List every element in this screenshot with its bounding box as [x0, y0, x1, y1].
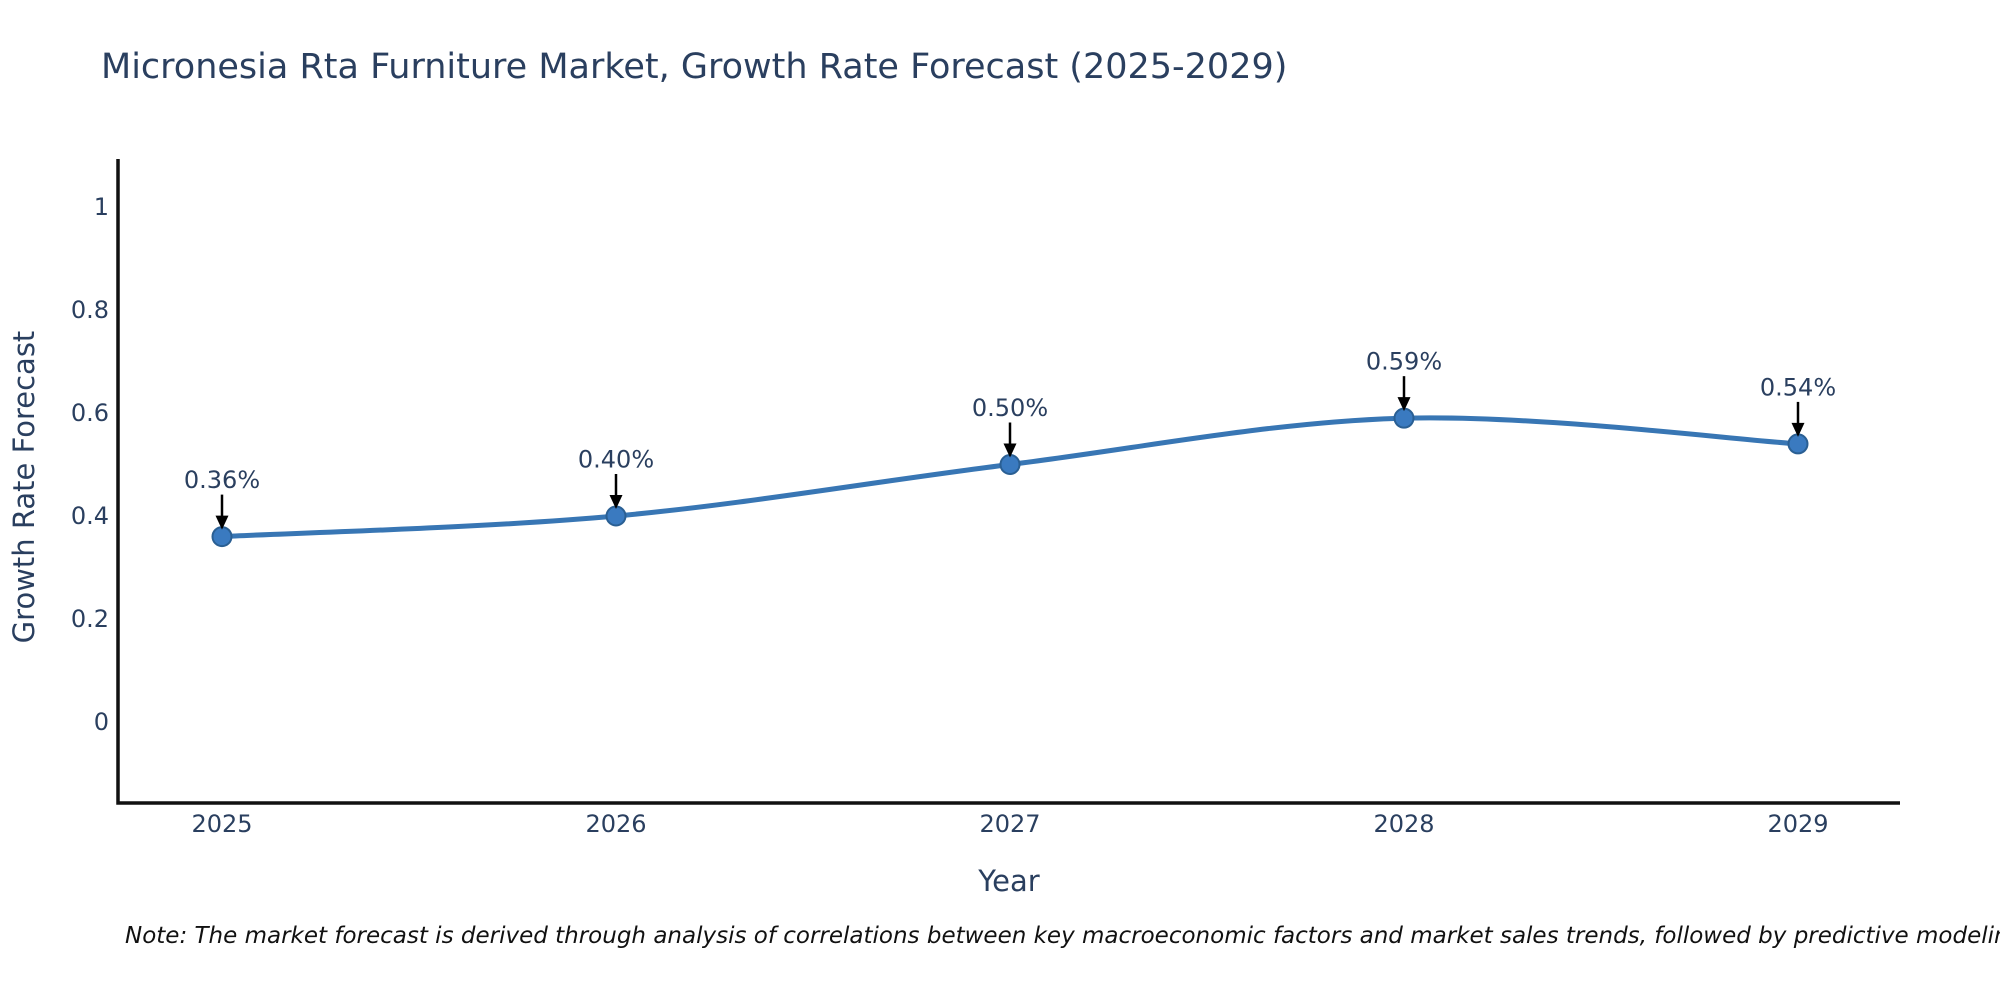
plot-generated-content: 0 0.2 0.4 0.6 0.8 1 2025 2026 2027 2028 2029 0.36% 0… [71, 159, 1900, 838]
data-point-marker[interactable] [1393, 407, 1415, 429]
data-point-marker[interactable] [211, 526, 233, 548]
annotation-arrowhead [215, 515, 229, 530]
y-axis-title: Growth Rate Forecast [7, 331, 41, 644]
data-point-marker[interactable] [1787, 433, 1809, 455]
x-tick-label: 2025 [191, 810, 252, 838]
y-tick-label: 0.4 [71, 502, 109, 530]
point-value-label: 0.54% [1760, 373, 1836, 401]
annotation-arrowhead [1003, 443, 1017, 458]
data-point-marker[interactable] [999, 454, 1021, 475]
point-value-label: 0.36% [184, 466, 260, 494]
annotation-arrowhead [609, 495, 623, 509]
y-tick-label: 0 [94, 708, 109, 736]
axis-lines [116, 159, 1900, 805]
point-value-label: 0.59% [1366, 348, 1442, 376]
x-tick-label: 2026 [585, 810, 646, 838]
x-tick-label: 2029 [1767, 810, 1828, 838]
y-tick-label: 1 [94, 193, 109, 221]
data-point-marker[interactable] [605, 505, 627, 527]
point-value-label: 0.50% [972, 394, 1048, 422]
y-tick-label: 0.8 [71, 296, 109, 324]
x-tick-label: 2028 [1373, 810, 1434, 838]
annotation-arrowhead [1791, 422, 1805, 437]
y-tick-label: 0.2 [71, 605, 109, 633]
point-value-label: 0.40% [578, 446, 654, 474]
y-tick-label: 0.6 [71, 399, 109, 427]
x-tick-label: 2027 [979, 810, 1040, 838]
chart-title: Micronesia Rta Furniture Market, Growth … [101, 47, 1287, 87]
x-axis-title: Year [977, 864, 1039, 898]
footnote: Note: The market forecast is derived thr… [125, 923, 2000, 949]
annotation-arrowhead [1397, 397, 1411, 412]
